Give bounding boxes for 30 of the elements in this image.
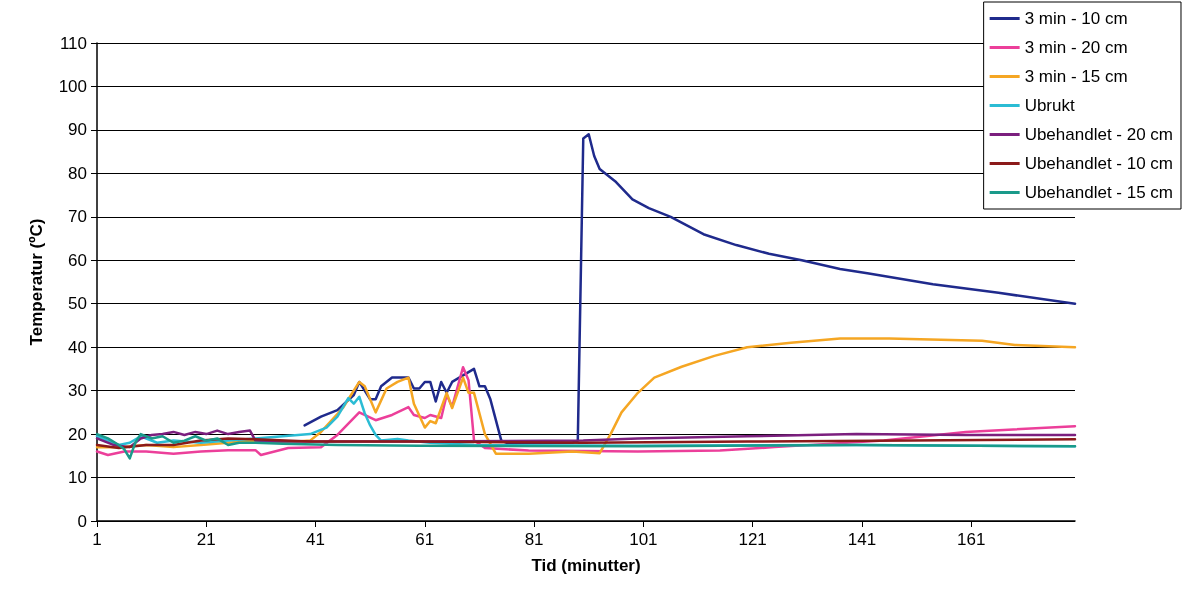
- legend-label: 3 min - 10 cm: [1024, 9, 1128, 28]
- x-tick-label: 41: [306, 530, 326, 549]
- x-tick-label: 101: [629, 530, 658, 549]
- x-tick-label: 61: [415, 530, 435, 549]
- y-tick-label: 80: [68, 163, 87, 183]
- y-tick-label: 10: [68, 468, 87, 488]
- x-tick-label: 161: [957, 530, 986, 549]
- y-tick-label: 70: [68, 207, 87, 227]
- legend-label: 3 min - 15 cm: [1024, 67, 1128, 86]
- legend-label: Ubehandlet - 20 cm: [1024, 125, 1174, 144]
- x-tick-label: 21: [196, 530, 216, 549]
- x-tick-label: 81: [524, 530, 544, 549]
- y-tick-label: 0: [77, 511, 87, 531]
- x-tick-label: 141: [847, 530, 877, 549]
- y-tick-label: 100: [58, 76, 87, 96]
- legend-label: 3 min - 20 cm: [1024, 38, 1128, 57]
- y-tick-label: 60: [68, 250, 87, 270]
- x-tick-label: 1: [92, 530, 102, 549]
- y-tick-label: 30: [68, 381, 87, 401]
- x-tick-label: 121: [738, 530, 767, 549]
- y-tick-label: 40: [68, 337, 87, 357]
- x-axis-title: Tid (minutter): [531, 556, 641, 575]
- y-tick-label: 20: [68, 424, 87, 444]
- y-tick-label: 110: [59, 33, 87, 53]
- legend-label: Ubrukt: [1024, 96, 1075, 115]
- y-tick-label: 90: [68, 120, 87, 140]
- y-axis-title: Temperatur (ºC): [27, 218, 46, 346]
- y-tick-label: 50: [68, 294, 87, 314]
- legend-label: Ubehandlet - 10 cm: [1024, 154, 1174, 173]
- legend-label: Ubehandlet - 15 cm: [1024, 183, 1174, 202]
